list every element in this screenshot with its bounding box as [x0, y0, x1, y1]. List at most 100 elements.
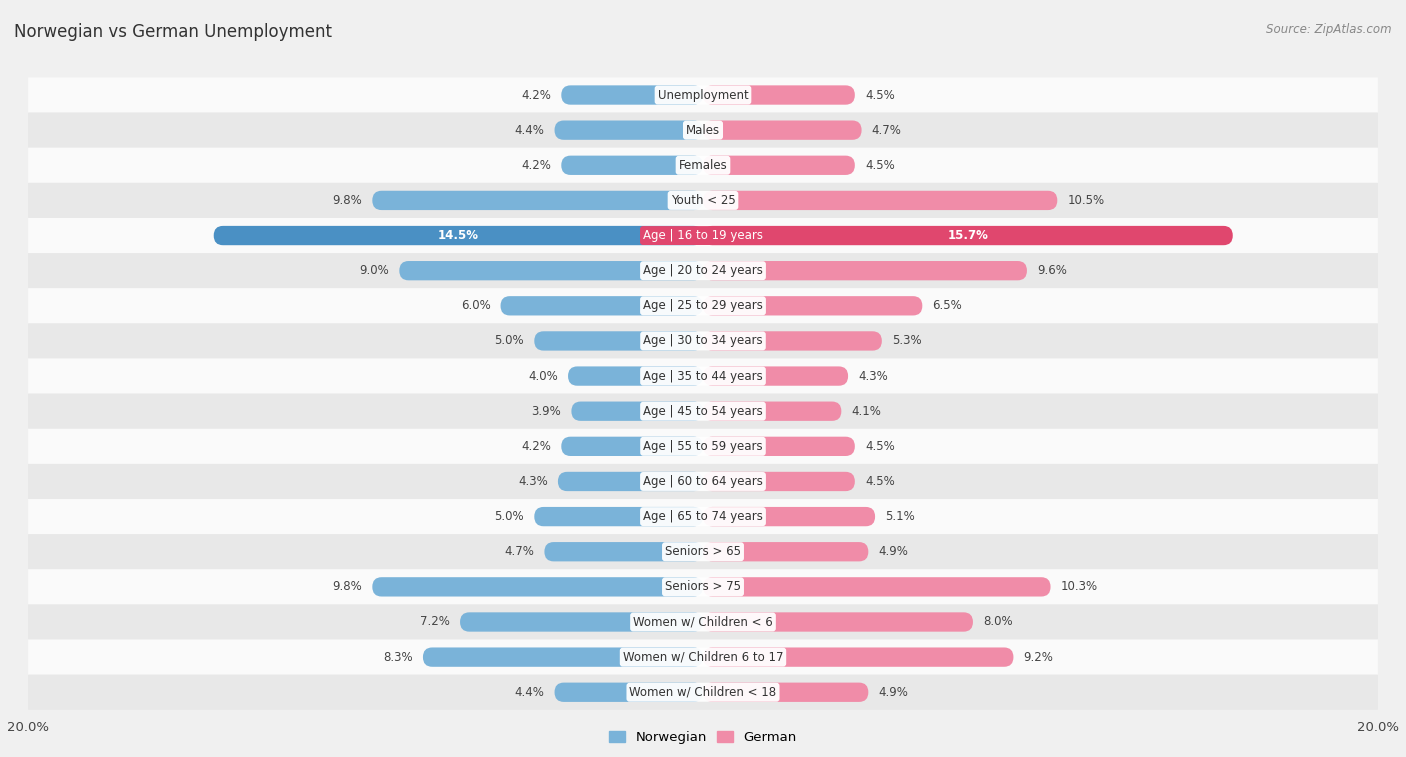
FancyBboxPatch shape	[214, 226, 703, 245]
Text: Seniors > 75: Seniors > 75	[665, 581, 741, 593]
FancyBboxPatch shape	[703, 366, 848, 386]
Text: 4.0%: 4.0%	[529, 369, 558, 382]
FancyBboxPatch shape	[373, 577, 703, 597]
FancyBboxPatch shape	[703, 261, 1026, 280]
Text: Age | 20 to 24 years: Age | 20 to 24 years	[643, 264, 763, 277]
Text: 9.2%: 9.2%	[1024, 650, 1053, 664]
Text: Norwegian vs German Unemployment: Norwegian vs German Unemployment	[14, 23, 332, 41]
Text: 14.5%: 14.5%	[437, 229, 479, 242]
Text: 9.6%: 9.6%	[1038, 264, 1067, 277]
Text: 5.0%: 5.0%	[495, 335, 524, 347]
Text: 4.4%: 4.4%	[515, 123, 544, 137]
Text: 4.5%: 4.5%	[865, 440, 894, 453]
FancyBboxPatch shape	[703, 507, 875, 526]
Text: 10.5%: 10.5%	[1067, 194, 1105, 207]
Text: Age | 16 to 19 years: Age | 16 to 19 years	[643, 229, 763, 242]
Text: Age | 30 to 34 years: Age | 30 to 34 years	[643, 335, 763, 347]
FancyBboxPatch shape	[703, 401, 841, 421]
FancyBboxPatch shape	[703, 437, 855, 456]
FancyBboxPatch shape	[28, 183, 1378, 218]
Text: 4.3%: 4.3%	[517, 475, 548, 488]
Text: Age | 45 to 54 years: Age | 45 to 54 years	[643, 405, 763, 418]
Text: Age | 60 to 64 years: Age | 60 to 64 years	[643, 475, 763, 488]
Text: 4.5%: 4.5%	[865, 159, 894, 172]
FancyBboxPatch shape	[703, 296, 922, 316]
FancyBboxPatch shape	[28, 428, 1378, 464]
Text: 9.8%: 9.8%	[332, 194, 363, 207]
Text: 4.9%: 4.9%	[879, 686, 908, 699]
FancyBboxPatch shape	[399, 261, 703, 280]
Legend: Norwegian, German: Norwegian, German	[603, 726, 803, 749]
FancyBboxPatch shape	[534, 507, 703, 526]
Text: 3.9%: 3.9%	[531, 405, 561, 418]
Text: 4.5%: 4.5%	[865, 475, 894, 488]
FancyBboxPatch shape	[571, 401, 703, 421]
Text: 8.3%: 8.3%	[384, 650, 413, 664]
FancyBboxPatch shape	[703, 191, 1057, 210]
FancyBboxPatch shape	[534, 332, 703, 350]
Text: 4.2%: 4.2%	[522, 89, 551, 101]
Text: Women w/ Children < 6: Women w/ Children < 6	[633, 615, 773, 628]
Text: Age | 25 to 29 years: Age | 25 to 29 years	[643, 299, 763, 313]
FancyBboxPatch shape	[28, 640, 1378, 674]
Text: 15.7%: 15.7%	[948, 229, 988, 242]
FancyBboxPatch shape	[703, 226, 1233, 245]
Text: Age | 55 to 59 years: Age | 55 to 59 years	[643, 440, 763, 453]
Text: 4.9%: 4.9%	[879, 545, 908, 558]
FancyBboxPatch shape	[544, 542, 703, 562]
Text: Youth < 25: Youth < 25	[671, 194, 735, 207]
Text: Age | 35 to 44 years: Age | 35 to 44 years	[643, 369, 763, 382]
Text: Women w/ Children < 18: Women w/ Children < 18	[630, 686, 776, 699]
FancyBboxPatch shape	[28, 218, 1378, 253]
FancyBboxPatch shape	[568, 366, 703, 386]
FancyBboxPatch shape	[28, 323, 1378, 359]
Text: 4.1%: 4.1%	[852, 405, 882, 418]
Text: Women w/ Children 6 to 17: Women w/ Children 6 to 17	[623, 650, 783, 664]
FancyBboxPatch shape	[501, 296, 703, 316]
FancyBboxPatch shape	[28, 604, 1378, 640]
FancyBboxPatch shape	[28, 148, 1378, 183]
Text: 4.7%: 4.7%	[872, 123, 901, 137]
Text: 4.4%: 4.4%	[515, 686, 544, 699]
FancyBboxPatch shape	[703, 86, 855, 104]
FancyBboxPatch shape	[28, 394, 1378, 428]
Text: Age | 65 to 74 years: Age | 65 to 74 years	[643, 510, 763, 523]
FancyBboxPatch shape	[460, 612, 703, 631]
FancyBboxPatch shape	[28, 253, 1378, 288]
Text: Unemployment: Unemployment	[658, 89, 748, 101]
Text: 4.5%: 4.5%	[865, 89, 894, 101]
Text: 4.3%: 4.3%	[858, 369, 889, 382]
FancyBboxPatch shape	[561, 437, 703, 456]
Text: 9.8%: 9.8%	[332, 581, 363, 593]
FancyBboxPatch shape	[28, 674, 1378, 710]
Text: Males: Males	[686, 123, 720, 137]
Text: 5.3%: 5.3%	[891, 335, 921, 347]
FancyBboxPatch shape	[28, 359, 1378, 394]
Text: Source: ZipAtlas.com: Source: ZipAtlas.com	[1267, 23, 1392, 36]
FancyBboxPatch shape	[28, 569, 1378, 604]
Text: 5.0%: 5.0%	[495, 510, 524, 523]
FancyBboxPatch shape	[703, 332, 882, 350]
FancyBboxPatch shape	[703, 472, 855, 491]
Text: 4.2%: 4.2%	[522, 159, 551, 172]
Text: 4.7%: 4.7%	[505, 545, 534, 558]
Text: 7.2%: 7.2%	[420, 615, 450, 628]
FancyBboxPatch shape	[28, 113, 1378, 148]
Text: Seniors > 65: Seniors > 65	[665, 545, 741, 558]
FancyBboxPatch shape	[703, 577, 1050, 597]
FancyBboxPatch shape	[28, 288, 1378, 323]
Text: 6.0%: 6.0%	[461, 299, 491, 313]
FancyBboxPatch shape	[28, 534, 1378, 569]
Text: 8.0%: 8.0%	[983, 615, 1012, 628]
FancyBboxPatch shape	[28, 499, 1378, 534]
FancyBboxPatch shape	[373, 191, 703, 210]
FancyBboxPatch shape	[554, 120, 703, 140]
FancyBboxPatch shape	[703, 156, 855, 175]
FancyBboxPatch shape	[703, 542, 869, 562]
FancyBboxPatch shape	[703, 683, 869, 702]
FancyBboxPatch shape	[703, 647, 1014, 667]
FancyBboxPatch shape	[28, 464, 1378, 499]
Text: 4.2%: 4.2%	[522, 440, 551, 453]
Text: 9.0%: 9.0%	[360, 264, 389, 277]
Text: 10.3%: 10.3%	[1060, 581, 1098, 593]
